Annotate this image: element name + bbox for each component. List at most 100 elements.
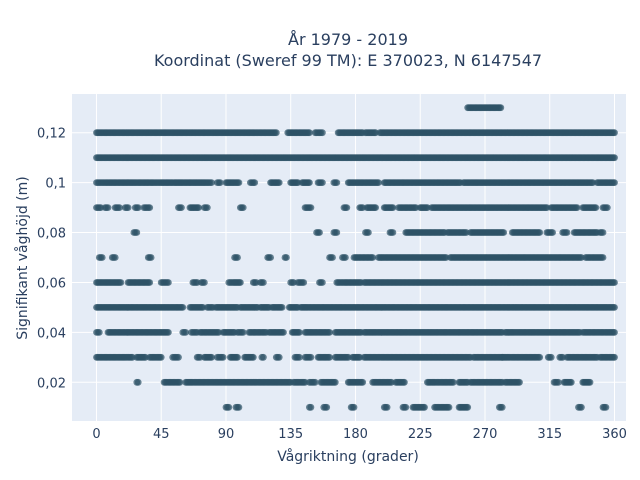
x-tick-label: 360 — [602, 427, 627, 442]
data-point — [536, 229, 544, 236]
data-point — [319, 279, 326, 286]
data-point — [611, 179, 618, 187]
data-point — [306, 129, 313, 137]
data-point — [234, 353, 241, 361]
data-point — [331, 378, 339, 386]
data-point — [578, 403, 585, 411]
data-point — [235, 179, 243, 187]
data-point — [296, 353, 303, 361]
data-point — [280, 329, 287, 336]
y-tick-label: 0,12 — [37, 127, 66, 142]
data-point — [95, 329, 103, 336]
data-point — [208, 353, 216, 361]
data-point — [146, 279, 154, 286]
x-tick-label: 0 — [92, 427, 100, 442]
data-point — [555, 378, 562, 386]
data-point — [359, 378, 367, 386]
data-point — [195, 204, 203, 212]
data-point — [549, 229, 556, 236]
y-tick-label: 0,02 — [37, 376, 66, 391]
data-point — [333, 179, 341, 187]
data-point — [401, 378, 408, 386]
y-tick-label: 0,04 — [37, 326, 66, 341]
data-point — [342, 254, 349, 261]
data-point — [369, 254, 377, 261]
data-point — [516, 378, 523, 386]
data-point — [239, 329, 247, 336]
data-point — [389, 204, 397, 212]
data-point — [133, 229, 141, 236]
data-point — [307, 403, 315, 411]
data-point — [586, 378, 594, 386]
data-point — [611, 129, 618, 137]
data-point — [239, 204, 247, 212]
data-point — [603, 204, 611, 212]
data-point — [260, 353, 267, 361]
data-point — [563, 229, 571, 236]
data-point — [592, 204, 600, 212]
x-tick-labels: 0 45 90 135 180 225 270 315 360 — [92, 427, 627, 442]
x-tick-label: 90 — [218, 427, 235, 442]
data-point — [234, 254, 241, 261]
data-point — [124, 204, 132, 212]
data-point — [208, 179, 216, 187]
y-tick-label: 0,1 — [45, 177, 66, 192]
data-point — [249, 353, 257, 361]
data-point — [134, 378, 142, 386]
data-point — [300, 279, 308, 286]
data-point — [536, 353, 544, 361]
data-point — [278, 304, 286, 311]
data-point — [547, 353, 555, 361]
data-point — [500, 229, 508, 236]
data-point — [219, 353, 227, 361]
data-point — [602, 403, 610, 411]
data-point — [260, 279, 267, 286]
data-point — [599, 229, 607, 236]
data-point — [599, 254, 607, 261]
data-point — [611, 329, 618, 336]
data-point — [329, 254, 336, 261]
data-point — [182, 329, 190, 336]
data-point — [225, 403, 233, 411]
data-point — [498, 403, 506, 411]
data-point — [611, 154, 618, 162]
data-points — [93, 104, 618, 411]
data-point — [134, 204, 142, 212]
data-point — [343, 204, 351, 212]
data-point — [216, 179, 224, 187]
data-point — [389, 229, 397, 236]
data-point — [275, 179, 283, 187]
x-tick-label: 135 — [278, 427, 303, 442]
data-point — [573, 204, 581, 212]
data-point — [201, 279, 208, 286]
data-point — [375, 179, 382, 187]
chart-title-line-1: År 1979 - 2019 — [288, 30, 408, 49]
data-point — [383, 403, 391, 411]
data-point — [272, 129, 280, 137]
data-point — [326, 353, 333, 361]
y-tick-label: 0,08 — [37, 227, 66, 242]
data-point — [306, 179, 313, 187]
data-point — [611, 279, 618, 286]
data-point — [251, 179, 259, 187]
data-point — [296, 329, 303, 336]
data-point — [316, 229, 323, 236]
x-tick-label: 315 — [537, 427, 562, 442]
data-point — [307, 353, 315, 361]
x-tick-label: 270 — [473, 427, 498, 442]
x-tick-label: 180 — [343, 427, 368, 442]
data-point — [283, 254, 290, 261]
x-axis-title: Vågriktning (grader) — [277, 448, 419, 465]
data-point — [275, 353, 283, 361]
data-point — [117, 279, 125, 286]
data-point — [464, 403, 472, 411]
data-point — [567, 378, 575, 386]
data-point — [175, 353, 182, 361]
data-point — [402, 403, 410, 411]
data-point — [165, 329, 172, 336]
data-point — [111, 254, 119, 261]
data-point — [104, 204, 112, 212]
data-point — [179, 304, 187, 311]
data-point — [333, 229, 341, 236]
